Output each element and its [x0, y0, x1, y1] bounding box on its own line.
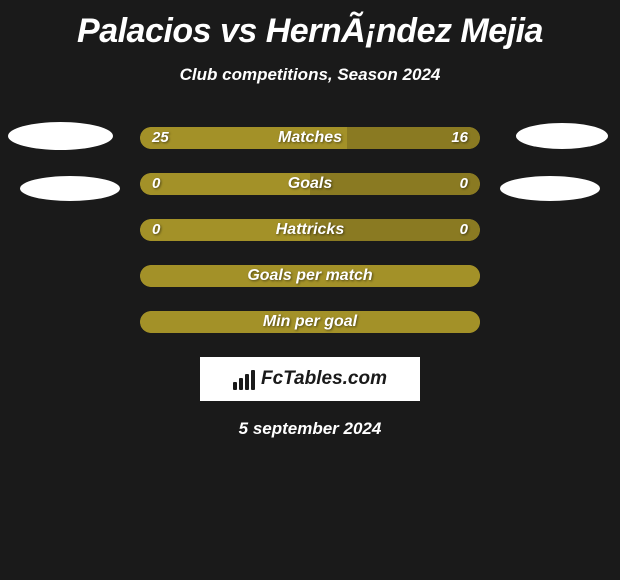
footer-date: 5 september 2024 — [0, 419, 620, 439]
stat-label: Matches — [140, 127, 480, 149]
stat-row: Goals per match — [0, 253, 620, 299]
stat-bar: 00Goals — [140, 173, 480, 195]
footer-logo: FcTables.com — [200, 357, 420, 401]
stat-row: 00Hattricks — [0, 207, 620, 253]
page-subtitle: Club competitions, Season 2024 — [0, 65, 620, 85]
stat-bar: 00Hattricks — [140, 219, 480, 241]
stat-bar: Min per goal — [140, 311, 480, 333]
stat-row: 2516Matches — [0, 115, 620, 161]
stat-row: 00Goals — [0, 161, 620, 207]
logo-bars-icon — [233, 368, 255, 390]
stat-label: Goals per match — [140, 265, 480, 287]
stat-bar: 2516Matches — [140, 127, 480, 149]
logo-text: FcTables.com — [261, 368, 387, 390]
stat-bar: Goals per match — [140, 265, 480, 287]
stat-label: Min per goal — [140, 311, 480, 333]
stat-label: Hattricks — [140, 219, 480, 241]
comparison-chart: 2516Matches 00Goals 00Hattricks Goals per m… — [0, 115, 620, 345]
stat-label: Goals — [140, 173, 480, 195]
page-title: Palacios vs HernÃ¡ndez Mejia — [0, 0, 620, 51]
stat-row: Min per goal — [0, 299, 620, 345]
